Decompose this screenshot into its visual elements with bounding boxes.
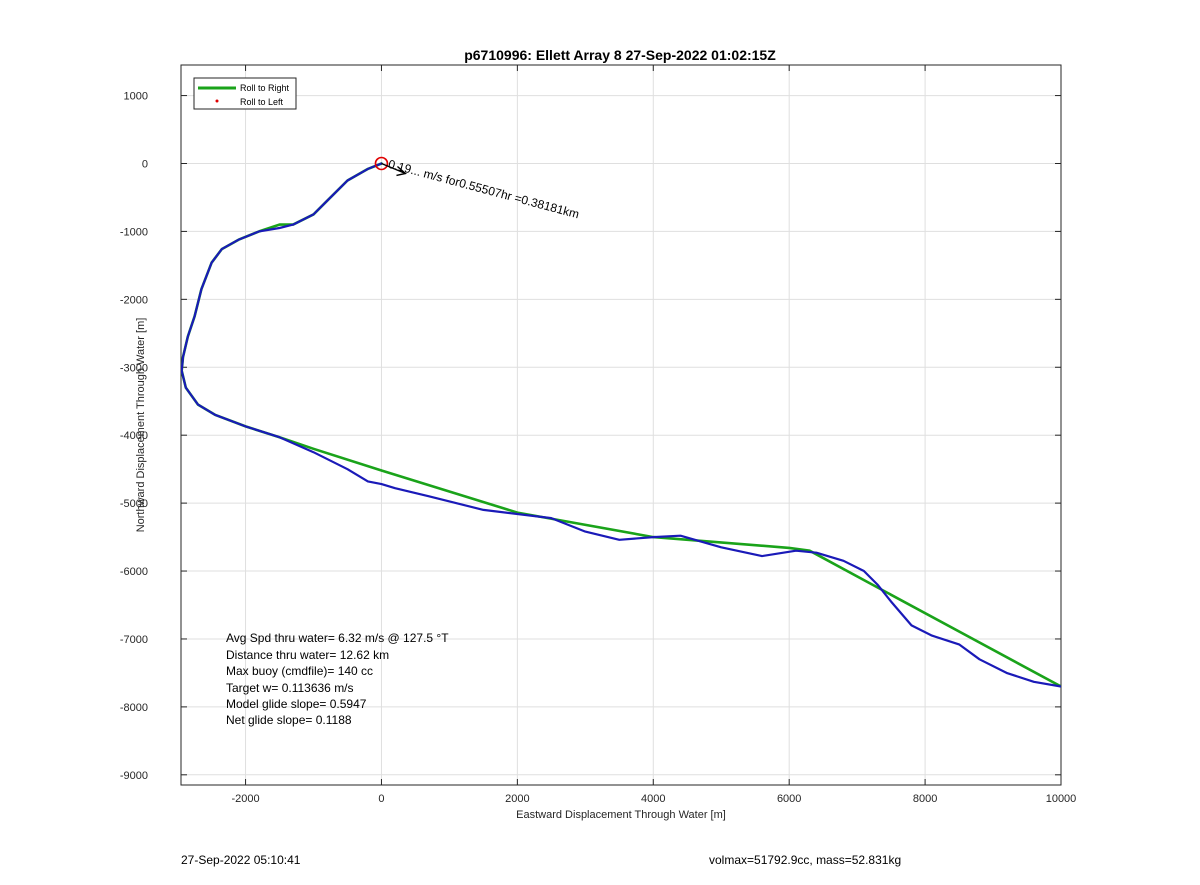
chart-title: p6710996: Ellett Array 8 27-Sep-2022 01:…: [464, 47, 776, 63]
current-arrow: [381, 162, 406, 175]
y-axis-label: Northward Displacement Through Water [m]: [135, 318, 147, 533]
y-tick-label: -8000: [120, 702, 148, 714]
stat-distance: Distance thru water= 12.62 km: [226, 648, 389, 662]
plot-frame: [180, 64, 1062, 786]
legend-label-roll-right: Roll to Right: [240, 83, 290, 93]
legend-swatch-roll-left: [215, 99, 219, 103]
x-tick-label: -2000: [231, 793, 259, 805]
y-tick-label: -6000: [120, 566, 148, 578]
y-tick-label: 1000: [124, 91, 148, 103]
legend-box: [193, 77, 297, 110]
current-arrowhead: [396, 165, 407, 177]
marker-layer: [374, 156, 407, 177]
footer-info: volmax=51792.9cc, mass=52.831kg: [709, 853, 901, 867]
x-axis-label: Eastward Displacement Through Water [m]: [516, 809, 726, 821]
x-tick-label: 8000: [913, 793, 937, 805]
x-tick-label: 0: [378, 793, 384, 805]
series-line-roll-left: [181, 162, 1061, 688]
y-tick-label: 0: [142, 158, 148, 170]
y-tick-label: -5000: [120, 498, 148, 510]
y-tick-label: -3000: [120, 362, 148, 374]
grid-layer: [181, 65, 1062, 785]
y-axis-ticks: 1000 0 -1000 -2000 -3000 -4000 -5000 -6000 -7000…: [120, 91, 1061, 782]
y-tick-label: -1000: [120, 226, 148, 238]
x-tick-label: 2000: [505, 793, 529, 805]
stat-avg-speed: Avg Spd thru water= 6.32 m/s @ 127.5 °T: [226, 631, 449, 645]
x-axis-ticks: -2000 0 2000 4000 6000 8000 10000: [231, 65, 1076, 805]
stat-max-buoy: Max buoy (cmdfile)= 140 cc: [226, 664, 373, 678]
legend-label-roll-left: Roll to Left: [240, 97, 284, 107]
current-annotation: 0.19... m/s for0.55507hr =0.38181km: [387, 157, 581, 222]
stat-net-glide: Net glide slope= 0.1188: [226, 713, 352, 727]
y-tick-label: -2000: [120, 294, 148, 306]
series-layer: [181, 162, 1061, 688]
stats-block: Avg Spd thru water= 6.32 m/s @ 127.5 °T …: [226, 631, 449, 727]
stat-model-glide: Model glide slope= 0.5947: [226, 697, 367, 711]
y-tick-label: -7000: [120, 634, 148, 646]
start-marker: [374, 156, 389, 171]
legend: Roll to Right Roll to Left: [193, 77, 297, 110]
y-tick-label: -9000: [120, 770, 148, 782]
x-tick-label: 4000: [641, 793, 665, 805]
stat-target-w: Target w= 0.113636 m/s: [226, 681, 354, 695]
x-tick-label: 10000: [1046, 793, 1077, 805]
x-tick-label: 6000: [777, 793, 801, 805]
series-line-roll-right: [181, 162, 1061, 688]
y-tick-label: -4000: [120, 430, 148, 442]
footer-timestamp: 27-Sep-2022 05:10:41: [181, 853, 301, 867]
